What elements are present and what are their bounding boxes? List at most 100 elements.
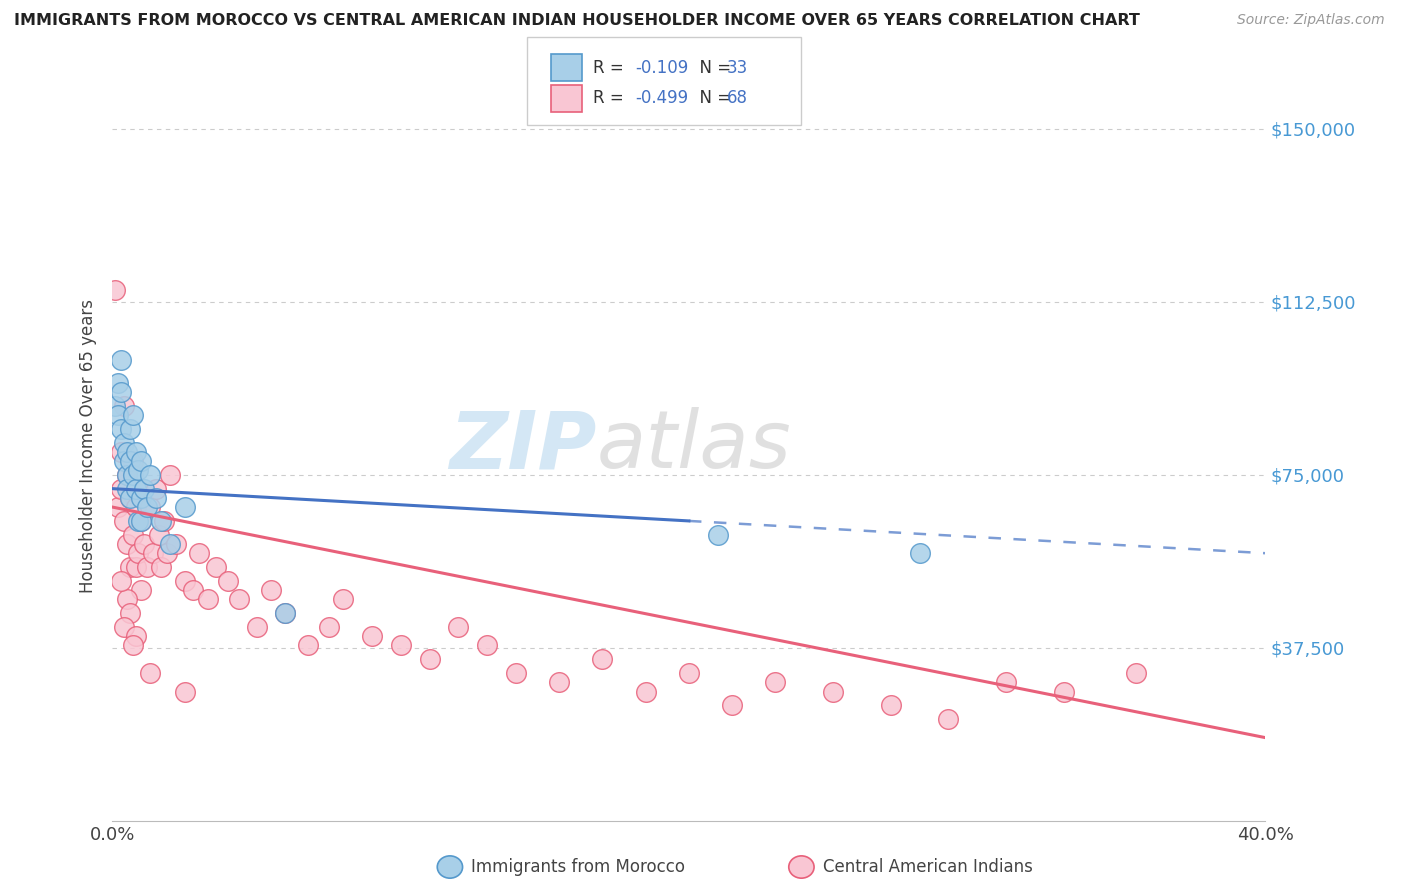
- Point: [419, 652, 441, 666]
- Point: [721, 698, 744, 713]
- Point: [188, 546, 211, 560]
- Point: [112, 435, 135, 450]
- Text: Immigrants from Morocco: Immigrants from Morocco: [471, 858, 685, 876]
- Text: atlas: atlas: [596, 407, 792, 485]
- Point: [297, 639, 319, 653]
- Text: Source: ZipAtlas.com: Source: ZipAtlas.com: [1237, 13, 1385, 28]
- Text: N =: N =: [689, 59, 737, 77]
- Point: [150, 514, 173, 528]
- Point: [115, 482, 138, 496]
- Text: -0.499: -0.499: [636, 89, 689, 107]
- Point: [332, 592, 354, 607]
- Point: [505, 666, 527, 681]
- Text: Central American Indians: Central American Indians: [823, 858, 1032, 876]
- Point: [104, 399, 127, 413]
- Point: [475, 639, 499, 653]
- Point: [134, 537, 156, 551]
- Point: [1053, 684, 1076, 698]
- Point: [260, 583, 283, 598]
- Point: [150, 560, 173, 574]
- Point: [707, 528, 730, 542]
- Text: 33: 33: [727, 59, 748, 77]
- Point: [110, 482, 132, 496]
- Point: [821, 684, 844, 698]
- Point: [173, 500, 195, 514]
- Point: [634, 684, 657, 698]
- Point: [115, 467, 138, 482]
- Point: [121, 639, 143, 653]
- Point: [145, 491, 167, 505]
- Text: IMMIGRANTS FROM MOROCCO VS CENTRAL AMERICAN INDIAN HOUSEHOLDER INCOME OVER 65 YE: IMMIGRANTS FROM MOROCCO VS CENTRAL AMERI…: [14, 13, 1140, 29]
- Point: [173, 574, 195, 588]
- Point: [173, 684, 195, 698]
- Point: [908, 546, 931, 560]
- Point: [124, 500, 146, 514]
- Point: [197, 592, 219, 607]
- Text: R =: R =: [593, 89, 630, 107]
- Point: [127, 482, 149, 496]
- Point: [139, 467, 162, 482]
- Point: [115, 592, 138, 607]
- Point: [274, 606, 297, 620]
- Point: [110, 444, 132, 458]
- Point: [678, 666, 700, 681]
- Text: -0.109: -0.109: [636, 59, 689, 77]
- Point: [995, 675, 1018, 690]
- Point: [592, 652, 614, 666]
- Point: [217, 574, 239, 588]
- Point: [159, 467, 181, 482]
- Point: [124, 629, 146, 643]
- Point: [112, 399, 135, 413]
- Point: [124, 482, 146, 496]
- Point: [118, 491, 141, 505]
- Point: [115, 444, 138, 458]
- Point: [274, 606, 297, 620]
- Text: R =: R =: [593, 59, 630, 77]
- Text: 68: 68: [727, 89, 748, 107]
- Point: [159, 537, 181, 551]
- Point: [142, 546, 165, 560]
- Point: [153, 514, 176, 528]
- Point: [318, 620, 340, 634]
- Point: [121, 408, 143, 422]
- Point: [110, 384, 132, 399]
- Point: [110, 422, 132, 436]
- Point: [112, 514, 135, 528]
- Point: [118, 454, 141, 468]
- Point: [936, 712, 959, 726]
- Point: [112, 454, 135, 468]
- Point: [389, 639, 412, 653]
- Point: [880, 698, 903, 713]
- Point: [136, 560, 159, 574]
- Point: [118, 560, 141, 574]
- Point: [246, 620, 269, 634]
- Point: [139, 666, 162, 681]
- Point: [118, 422, 141, 436]
- Text: N =: N =: [689, 89, 737, 107]
- Point: [115, 537, 138, 551]
- Point: [156, 546, 179, 560]
- Point: [134, 482, 156, 496]
- Point: [124, 560, 146, 574]
- Point: [121, 467, 143, 482]
- Point: [110, 352, 132, 367]
- Point: [145, 482, 167, 496]
- Y-axis label: Householder Income Over 65 years: Householder Income Over 65 years: [79, 299, 97, 593]
- Point: [112, 620, 135, 634]
- Point: [110, 574, 132, 588]
- Point: [1125, 666, 1147, 681]
- Point: [127, 546, 149, 560]
- Text: ZIP: ZIP: [450, 407, 596, 485]
- Point: [165, 537, 187, 551]
- Point: [118, 606, 141, 620]
- Point: [447, 620, 470, 634]
- Point: [129, 514, 153, 528]
- Point: [107, 408, 129, 422]
- Point: [124, 444, 146, 458]
- Point: [107, 500, 129, 514]
- Point: [148, 528, 170, 542]
- Point: [136, 500, 159, 514]
- Point: [228, 592, 250, 607]
- Point: [205, 560, 228, 574]
- Point: [129, 583, 153, 598]
